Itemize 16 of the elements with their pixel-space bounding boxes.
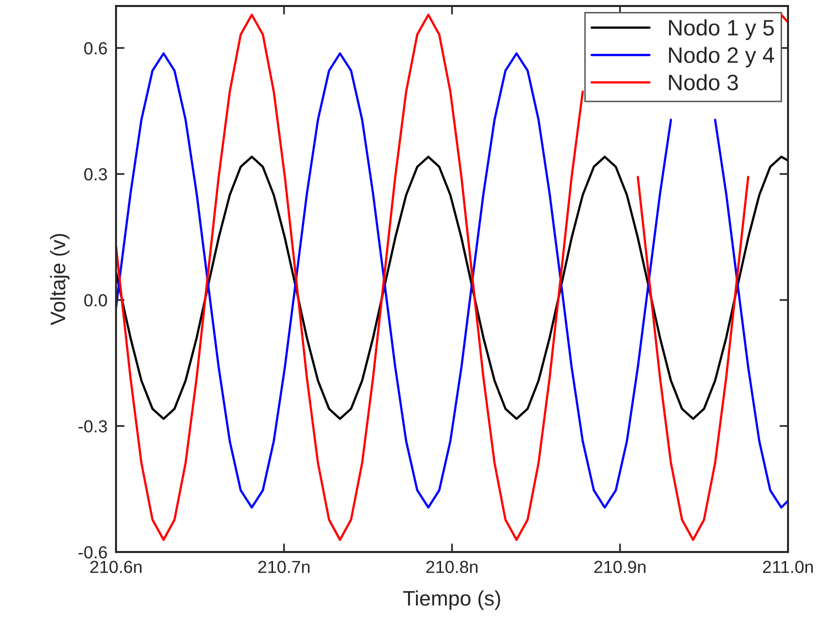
y-axis-title: Voltaje (v) <box>50 234 70 326</box>
legend-label: Nodo 2 y 4 <box>669 46 774 68</box>
x-axis-title: Tiempo (s) <box>403 590 500 610</box>
x-tick-label: 211.0n <box>762 560 813 574</box>
y-tick-label: 0.0 <box>84 294 108 306</box>
x-tick-label: 210.9n <box>594 560 646 574</box>
line-series <box>116 156 788 420</box>
y-tick-label: -0.3 <box>78 420 107 432</box>
x-tick-label: 210.7n <box>258 560 310 574</box>
legend-label: Nodo 1 y 5 <box>669 19 774 40</box>
y-tick-label: -0.6 <box>78 546 107 558</box>
y-tick-label: 0.6 <box>84 42 107 54</box>
legend-label: Nodo 3 <box>669 74 738 90</box>
x-tick-label: 210.6n <box>90 560 142 574</box>
x-tick-label: 210.8n <box>426 560 478 574</box>
y-tick-label: 0.3 <box>84 168 107 180</box>
